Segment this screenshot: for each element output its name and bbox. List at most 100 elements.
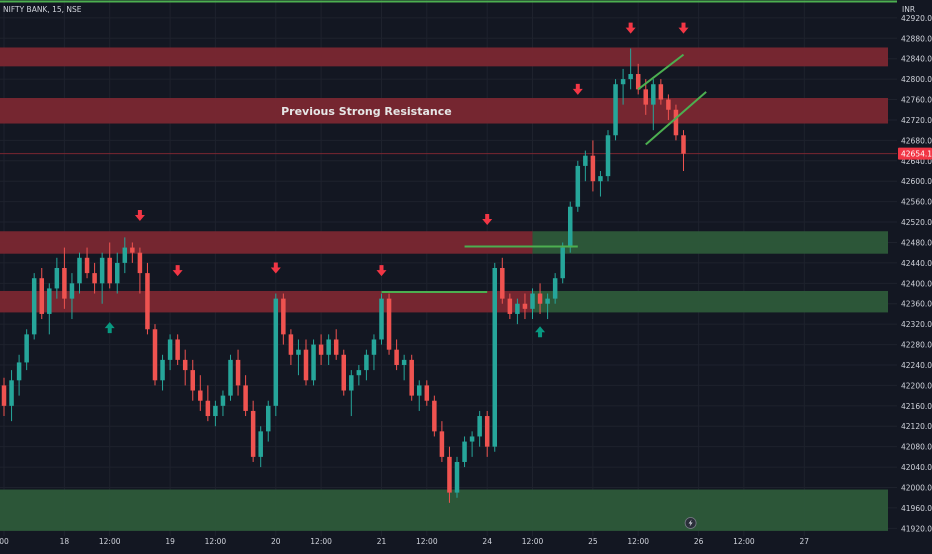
candle-body[interactable] bbox=[628, 74, 633, 80]
candle-body[interactable] bbox=[439, 431, 445, 457]
candle-body[interactable] bbox=[273, 298, 279, 406]
candle-body[interactable] bbox=[235, 359, 241, 386]
candle-body[interactable] bbox=[568, 206, 573, 248]
candle-body[interactable] bbox=[560, 247, 565, 279]
candle-body[interactable] bbox=[469, 436, 475, 442]
candle-body[interactable] bbox=[152, 329, 158, 381]
candle-body[interactable] bbox=[243, 385, 248, 411]
candle-body[interactable] bbox=[24, 334, 29, 363]
candle-body[interactable] bbox=[318, 344, 324, 355]
candle-body[interactable] bbox=[160, 359, 165, 381]
down-arrow-icon bbox=[482, 214, 493, 226]
candle-body[interactable] bbox=[145, 273, 150, 330]
candle-body[interactable] bbox=[137, 252, 143, 274]
candle-body[interactable] bbox=[552, 278, 558, 299]
candle-body[interactable] bbox=[9, 380, 14, 406]
candle-body[interactable] bbox=[333, 339, 339, 355]
candle-body[interactable] bbox=[107, 257, 112, 284]
candle-body[interactable] bbox=[99, 257, 105, 284]
candle-body[interactable] bbox=[1, 385, 7, 406]
candle-body[interactable] bbox=[205, 400, 211, 417]
candle-body[interactable] bbox=[583, 155, 588, 166]
x-tick-label: 12:00 bbox=[99, 537, 121, 546]
candle-body[interactable] bbox=[530, 293, 535, 309]
candle-body[interactable] bbox=[167, 339, 173, 360]
candle-body[interactable] bbox=[84, 257, 90, 274]
candle-body[interactable] bbox=[454, 461, 460, 493]
candle-body[interactable] bbox=[16, 362, 22, 381]
candle-body[interactable] bbox=[484, 416, 490, 447]
candle-body[interactable] bbox=[598, 176, 603, 182]
candle-body[interactable] bbox=[545, 298, 550, 304]
candle-body[interactable] bbox=[605, 135, 611, 177]
candle-body[interactable] bbox=[417, 385, 422, 396]
candle-body[interactable] bbox=[537, 293, 543, 304]
candle-body[interactable] bbox=[507, 298, 513, 314]
candle-body[interactable] bbox=[386, 298, 392, 350]
candle-body[interactable] bbox=[198, 390, 203, 401]
candle-body[interactable] bbox=[69, 283, 75, 299]
candle-body[interactable] bbox=[130, 247, 135, 253]
candle-body[interactable] bbox=[288, 334, 294, 355]
candle-body[interactable] bbox=[47, 288, 52, 314]
candle-body[interactable] bbox=[182, 359, 188, 371]
candle-body[interactable] bbox=[296, 349, 301, 355]
candle-body[interactable] bbox=[92, 273, 97, 284]
candle-body[interactable] bbox=[303, 349, 309, 381]
candle-body[interactable] bbox=[122, 247, 128, 263]
candle-body[interactable] bbox=[213, 405, 218, 417]
candle-body[interactable] bbox=[635, 74, 641, 90]
candle-body[interactable] bbox=[39, 278, 45, 314]
x-tick-label: 12:00 bbox=[733, 537, 755, 546]
candle-body[interactable] bbox=[658, 84, 664, 100]
candle-body[interactable] bbox=[175, 339, 180, 360]
candle-body[interactable] bbox=[409, 359, 414, 396]
trend-line[interactable] bbox=[645, 91, 707, 146]
candle-body[interactable] bbox=[424, 385, 430, 401]
candle-body[interactable] bbox=[666, 99, 671, 110]
candle-body[interactable] bbox=[220, 395, 226, 406]
candle-body[interactable] bbox=[492, 268, 498, 447]
candle-body[interactable] bbox=[515, 303, 520, 314]
candle-body[interactable] bbox=[250, 410, 256, 457]
candle-body[interactable] bbox=[500, 268, 505, 299]
candle-body[interactable] bbox=[190, 370, 196, 391]
candle-body[interactable] bbox=[522, 303, 528, 309]
lightning-glyph bbox=[688, 519, 693, 527]
candle-body[interactable] bbox=[77, 257, 82, 284]
candle-body[interactable] bbox=[590, 155, 596, 182]
candle-body[interactable] bbox=[364, 354, 369, 371]
candle-body[interactable] bbox=[258, 431, 263, 457]
candle-body[interactable] bbox=[620, 79, 626, 85]
candle-body[interactable] bbox=[54, 268, 60, 289]
candle-body[interactable] bbox=[311, 344, 316, 381]
candle-body[interactable] bbox=[394, 349, 399, 365]
candle-body[interactable] bbox=[447, 456, 452, 493]
candle-body[interactable] bbox=[432, 400, 437, 432]
candle-body[interactable] bbox=[575, 165, 581, 207]
candle-body[interactable] bbox=[681, 135, 686, 154]
candle-body[interactable] bbox=[643, 89, 649, 105]
y-tick-label: 42800.00 bbox=[901, 75, 932, 84]
candle-body[interactable] bbox=[401, 359, 407, 365]
candle-body[interactable] bbox=[31, 278, 37, 335]
candle-body[interactable] bbox=[326, 339, 331, 355]
candle-body[interactable] bbox=[371, 339, 377, 355]
candle-body[interactable] bbox=[651, 84, 656, 105]
candle-body[interactable] bbox=[281, 298, 286, 335]
candle-body[interactable] bbox=[62, 268, 67, 299]
candle-body[interactable] bbox=[349, 375, 354, 391]
candle-body[interactable] bbox=[379, 298, 384, 340]
candle-body[interactable] bbox=[613, 84, 618, 136]
candle-body[interactable] bbox=[341, 354, 347, 391]
candle-body[interactable] bbox=[356, 370, 362, 376]
candle-body[interactable] bbox=[228, 359, 233, 396]
candle-body[interactable] bbox=[477, 416, 482, 437]
candle-body[interactable] bbox=[462, 441, 467, 462]
candle-body[interactable] bbox=[266, 405, 271, 432]
candle-body[interactable] bbox=[115, 262, 120, 284]
trend-line[interactable] bbox=[637, 53, 685, 91]
candle-body[interactable] bbox=[673, 109, 679, 136]
